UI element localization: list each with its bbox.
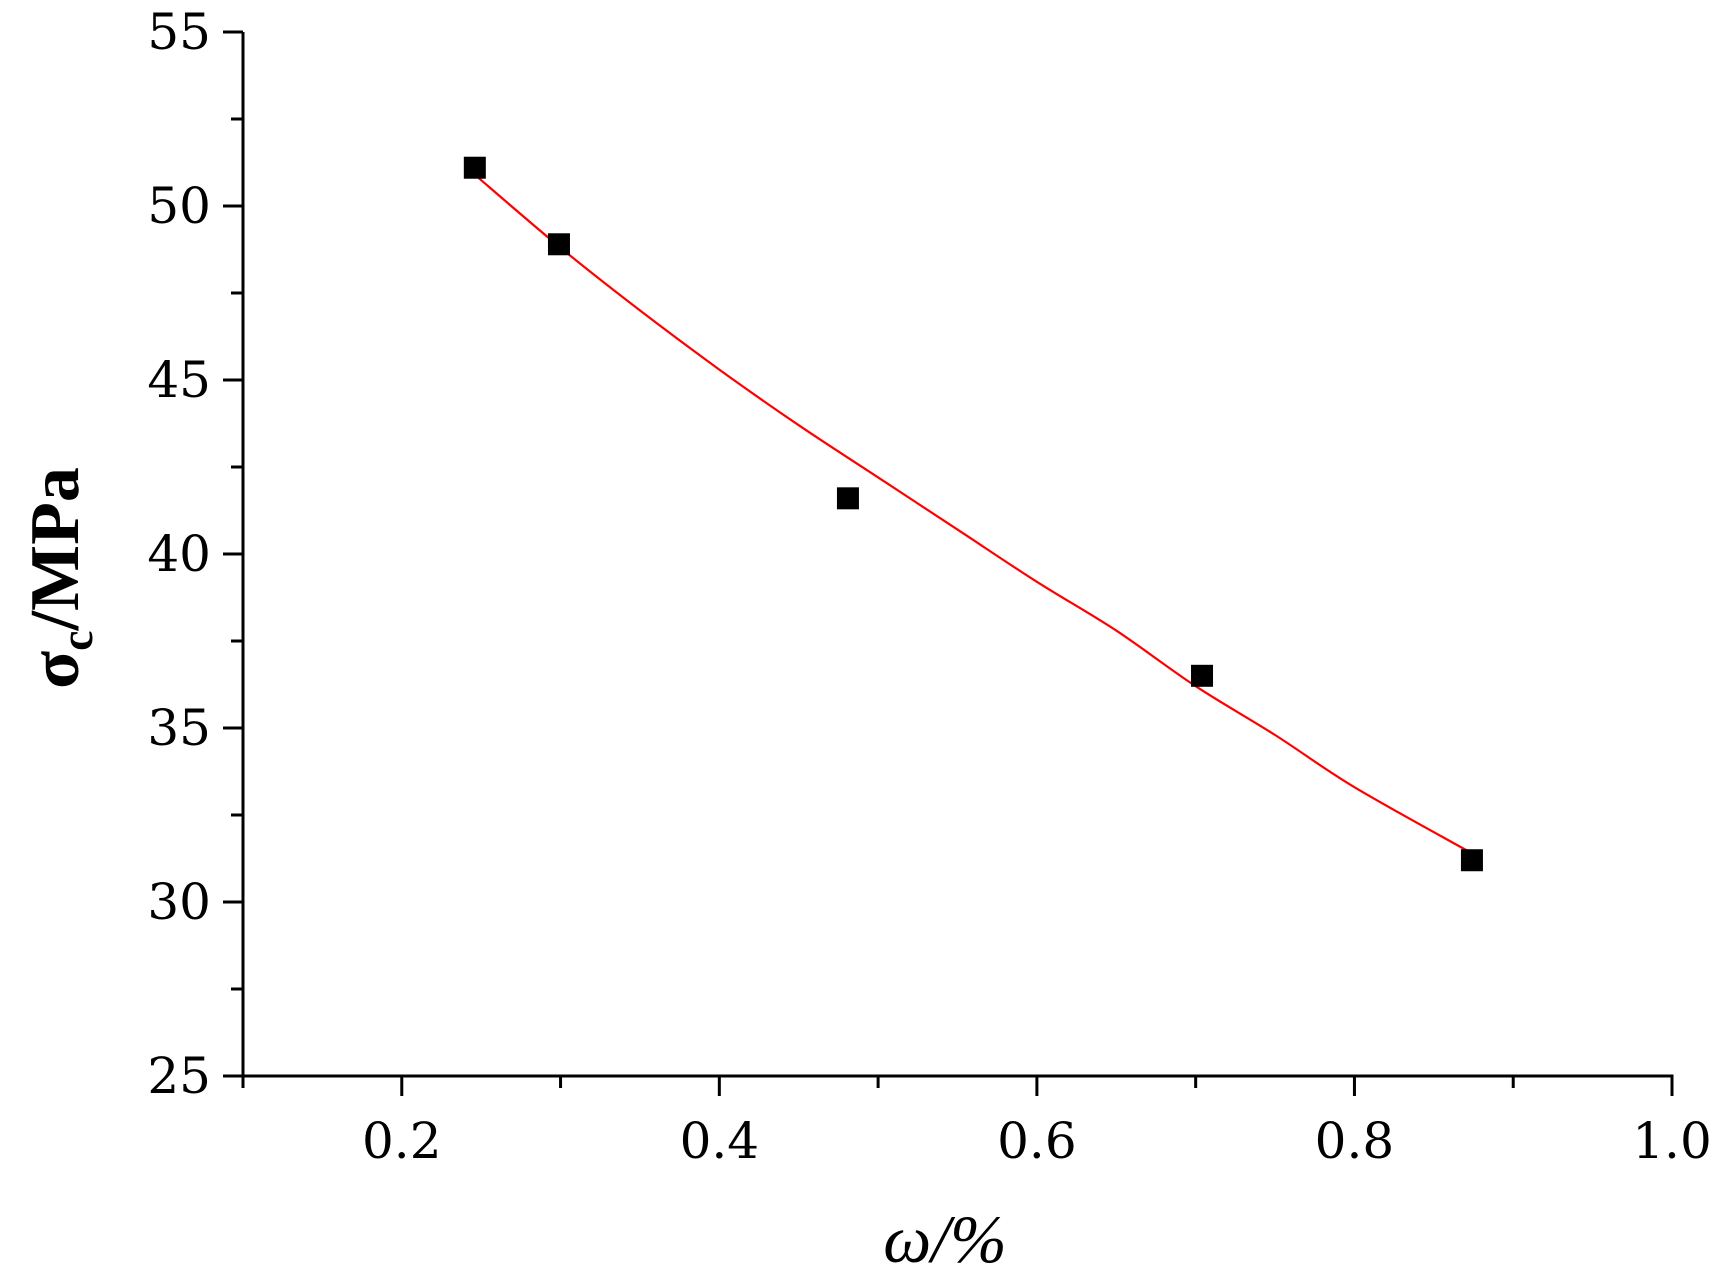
y-tick-label: 55 <box>147 3 211 61</box>
y-axis-title-symbol: σ <box>17 651 94 689</box>
y-axis-title: σc/MPa <box>17 467 102 689</box>
x-tick-label: 0.2 <box>362 1112 442 1170</box>
x-axis-title: ω/% <box>883 1201 1007 1273</box>
data-point <box>836 487 859 510</box>
y-axis-title-unit: /MPa <box>17 467 94 631</box>
x-tick-label: 0.6 <box>997 1112 1077 1170</box>
y-axis-title-subscript: c <box>51 630 102 650</box>
data-point <box>463 156 486 179</box>
y-axis-ticks: 25 30 35 40 45 50 55 <box>147 3 243 1105</box>
y-tick-label: 40 <box>147 525 211 583</box>
fit-curve <box>474 173 1473 855</box>
y-tick-label: 30 <box>147 873 211 931</box>
y-tick-label: 45 <box>147 351 211 409</box>
y-tick-label: 50 <box>147 177 211 235</box>
y-tick-label: 35 <box>147 699 211 757</box>
fit-curve-group <box>474 173 1473 855</box>
data-point <box>1191 664 1214 687</box>
x-tick-label: 0.8 <box>1315 1112 1395 1170</box>
x-tick-label: 1.0 <box>1632 1112 1712 1170</box>
y-tick-label: 25 <box>147 1047 211 1105</box>
data-point <box>547 233 570 256</box>
data-point <box>1460 849 1483 872</box>
axes <box>241 32 1674 1078</box>
x-axis-ticks: 0.2 0.4 0.6 0.8 1.0 <box>241 1076 1712 1170</box>
x-tick-label: 0.4 <box>680 1112 760 1170</box>
data-points-group <box>463 156 1483 872</box>
